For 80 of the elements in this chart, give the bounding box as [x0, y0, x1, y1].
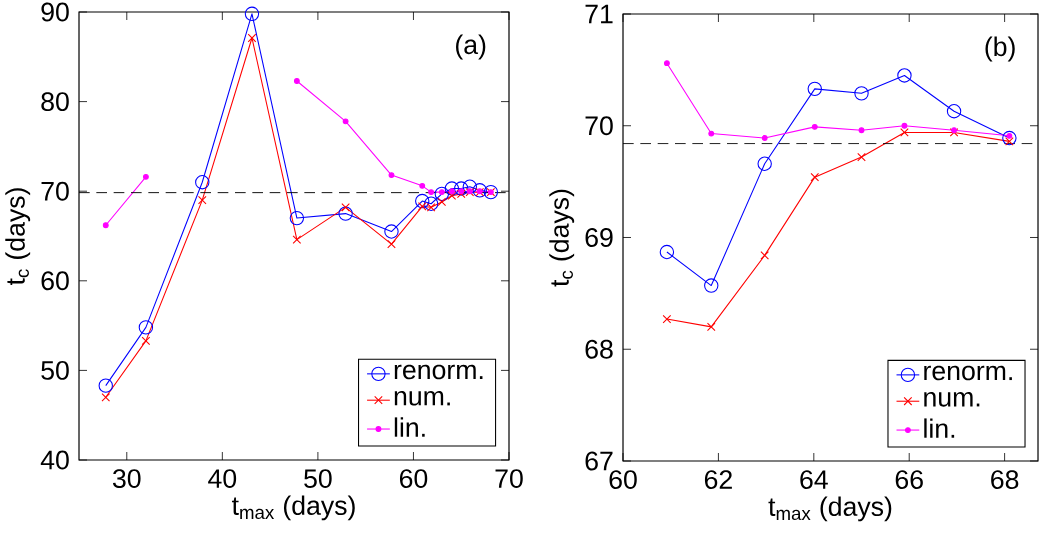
x-tick-label: 70	[495, 469, 523, 489]
point	[662, 314, 672, 324]
x-tick-label: 30	[112, 469, 141, 489]
point	[663, 60, 670, 67]
point	[1002, 130, 1017, 146]
point	[810, 172, 820, 182]
x-tick-label: 60	[399, 469, 428, 489]
point	[98, 378, 113, 393]
point	[854, 86, 869, 101]
point	[807, 81, 822, 97]
point	[338, 206, 353, 221]
point	[195, 175, 210, 190]
y-tick-label: 67	[585, 451, 613, 471]
point	[387, 239, 396, 249]
point	[437, 197, 447, 207]
legend-label: lin.	[924, 418, 955, 438]
x-tick-label: 66	[895, 470, 923, 490]
point	[138, 320, 154, 335]
point	[292, 235, 302, 244]
point	[659, 244, 675, 260]
legend-label: num.	[394, 391, 450, 406]
point	[244, 6, 260, 21]
y-tick-label: 68	[585, 339, 613, 359]
point	[704, 278, 719, 293]
point	[760, 251, 769, 260]
point	[858, 127, 865, 134]
y-axis-title: t$_{c}$ (days)	[5, 188, 31, 286]
point	[388, 172, 395, 179]
y-tick-label: 70	[585, 116, 613, 136]
x-tick-label: 62	[704, 470, 732, 490]
y-axis-title: t$_{c}$ (days)	[549, 189, 575, 287]
x-tick-label: 60	[609, 470, 637, 490]
y-tick-label: 60	[41, 271, 69, 291]
point	[415, 193, 430, 209]
point	[247, 33, 257, 43]
y-tick-label: 69	[585, 228, 613, 247]
legend-label: num.	[924, 392, 980, 407]
x-axis-title: t$_{max}$ (days)	[768, 496, 892, 522]
point	[757, 156, 772, 171]
point	[708, 130, 715, 137]
y-tick-label: 71	[585, 4, 613, 24]
x-tick-label: 68	[991, 470, 1019, 490]
point	[197, 195, 207, 205]
x-tick-label: 40	[208, 469, 237, 489]
y-tick-label: 50	[41, 360, 69, 380]
point	[811, 123, 818, 130]
x-tick-label: 64	[800, 470, 828, 490]
point	[462, 179, 478, 194]
point	[419, 182, 426, 189]
x-axis-title: t$_{max}$ (days)	[231, 495, 355, 521]
y-tick-label: 70	[41, 181, 69, 201]
point	[444, 181, 460, 196]
point	[289, 210, 305, 226]
point	[141, 336, 151, 346]
point	[293, 78, 300, 84]
y-tick-label: 80	[41, 92, 69, 112]
point	[101, 392, 111, 402]
point	[102, 222, 109, 229]
point	[706, 322, 716, 332]
point	[761, 135, 768, 141]
legend-label: renorm.	[394, 364, 483, 380]
point	[342, 118, 349, 125]
point	[428, 189, 435, 196]
point	[423, 196, 439, 211]
point	[142, 173, 149, 180]
point	[897, 68, 912, 83]
point	[946, 104, 962, 119]
x-tick-label: 50	[304, 469, 332, 489]
point	[900, 128, 909, 137]
point	[341, 203, 350, 212]
annotation: (b)	[985, 36, 1015, 62]
legend-label: renorm.	[924, 365, 1012, 381]
point	[384, 224, 399, 239]
y-tick-label: 40	[40, 450, 69, 470]
point	[434, 186, 450, 202]
y-tick-label: 90	[41, 2, 69, 22]
point	[857, 152, 866, 162]
point	[901, 122, 908, 129]
annotation: (a)	[456, 34, 486, 60]
legend-label: lin.	[394, 417, 425, 437]
